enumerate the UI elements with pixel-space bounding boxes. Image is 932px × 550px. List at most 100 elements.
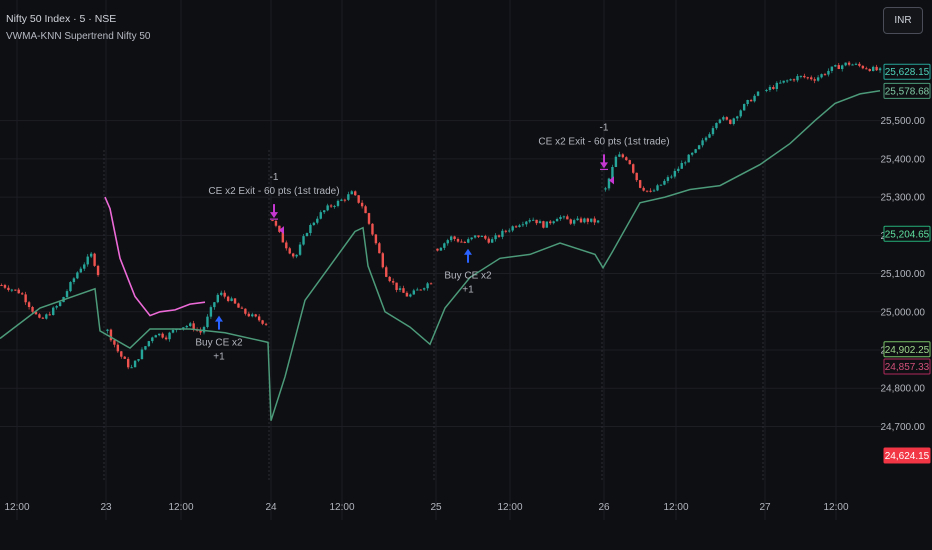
trade-annotations: Buy CE x2 +1 CE x2 Exit - 60 pts (1st trad…: [195, 122, 669, 362]
candle-body: [213, 302, 216, 308]
candle-body: [185, 325, 188, 328]
candle-body: [542, 221, 545, 228]
price-tag-label: 25,578.68: [885, 86, 930, 97]
price-tag-box: [883, 63, 931, 80]
candle-body: [487, 238, 490, 243]
candle-body: [456, 239, 460, 242]
candle-body: [865, 68, 868, 70]
candle-body: [79, 268, 83, 273]
candle-body: [782, 80, 785, 83]
series-line-vwma: [215, 228, 880, 287]
buy-count: +1: [462, 285, 474, 296]
candle-body: [497, 235, 501, 237]
symbol-title[interactable]: Nifty 50 Index · 5 · NSE: [6, 13, 117, 25]
indicator-lines: [0, 90, 881, 421]
price-tick-label: 24,700.00: [881, 422, 926, 433]
candle-body: [569, 219, 572, 224]
candle-body: [680, 163, 683, 169]
candle-body: [511, 226, 514, 231]
candle-body: [144, 346, 147, 350]
candle-body: [116, 344, 120, 352]
candle-body: [514, 226, 518, 228]
candle-body: [285, 242, 288, 249]
candle-body: [555, 219, 559, 222]
candle-body: [206, 316, 209, 328]
exit-label: CE x2 Exit - 60 pts (1st trade): [208, 186, 339, 197]
candle-body: [257, 316, 261, 321]
candle-body: [233, 298, 237, 304]
candle-body: [538, 221, 542, 224]
candle-body: [38, 314, 41, 318]
candles: [0, 60, 882, 370]
candle-body: [701, 140, 704, 146]
candle-body: [151, 337, 154, 342]
candle-body: [586, 218, 590, 222]
time-tick-label: 12:00: [329, 502, 354, 513]
candle-body: [635, 172, 638, 181]
candle-body: [779, 82, 782, 84]
candle-body: [663, 180, 666, 185]
candle-body: [841, 65, 844, 70]
candle-body: [490, 239, 494, 243]
candle-body: [673, 170, 677, 177]
candle-body: [552, 221, 555, 224]
candle-body: [625, 157, 628, 161]
time-axis[interactable]: 12:00 23 12:00 24 12:00 25 12:00 26 12:00 27 12:00: [4, 502, 848, 513]
candle-body: [443, 243, 446, 248]
exit-arrow-icon: [270, 204, 278, 219]
exit-label: CE x2 Exit - 60 pts (1st trade): [538, 136, 669, 147]
candle-body: [429, 283, 433, 285]
candle-body: [281, 231, 285, 243]
candle-body: [302, 236, 305, 245]
candle-body: [628, 160, 631, 165]
candle-body: [126, 358, 130, 368]
candle-body: [799, 75, 803, 77]
price-tick-label: 24,800.00: [881, 384, 926, 395]
candle-body: [868, 68, 871, 72]
candle-body: [336, 200, 340, 206]
candle-body: [473, 235, 477, 238]
price-axis[interactable]: 24,700.0024,800.0024,900.0025,000.0025,1…: [881, 63, 931, 464]
candle-body: [274, 220, 278, 226]
candle-body: [638, 180, 642, 188]
price-tag-box: [883, 225, 931, 242]
candle-body: [65, 291, 69, 298]
candle-body: [216, 294, 219, 303]
candle-body: [768, 87, 772, 91]
candle-body: [725, 117, 729, 120]
candle-body: [278, 225, 281, 232]
candle-body: [86, 256, 89, 265]
candle-body: [426, 283, 429, 289]
price-tick-label: 25,400.00: [881, 154, 926, 165]
candle-body: [827, 70, 830, 75]
candle-body: [298, 244, 302, 255]
candle-body: [583, 218, 586, 223]
candle-body: [96, 265, 100, 276]
candle-body: [715, 122, 718, 129]
candle-body: [412, 290, 416, 295]
time-tick-label: 12:00: [4, 502, 29, 513]
price-tag-label: 24,624.15: [885, 451, 930, 462]
candle-body: [652, 190, 656, 192]
candle-body: [10, 289, 14, 291]
candle-body: [109, 329, 113, 341]
exit-count: -1: [270, 172, 279, 183]
candle-body: [477, 235, 480, 237]
candle-body: [168, 332, 171, 340]
candle-body: [659, 184, 663, 186]
candle-body: [130, 367, 133, 369]
candle-body: [439, 247, 443, 251]
candle-body: [436, 248, 439, 251]
candle-body: [140, 349, 144, 360]
candle-body: [398, 288, 402, 290]
candle-body: [753, 95, 756, 102]
candle-body: [460, 241, 463, 243]
candle-body: [711, 128, 715, 135]
candle-body: [58, 302, 62, 307]
candle-body: [48, 314, 51, 316]
candle-body: [607, 178, 611, 189]
candle-body: [192, 323, 195, 330]
indicator-name[interactable]: VWMA-KNN Supertrend Nifty 50: [6, 31, 151, 42]
currency-button[interactable]: INR: [883, 7, 923, 34]
